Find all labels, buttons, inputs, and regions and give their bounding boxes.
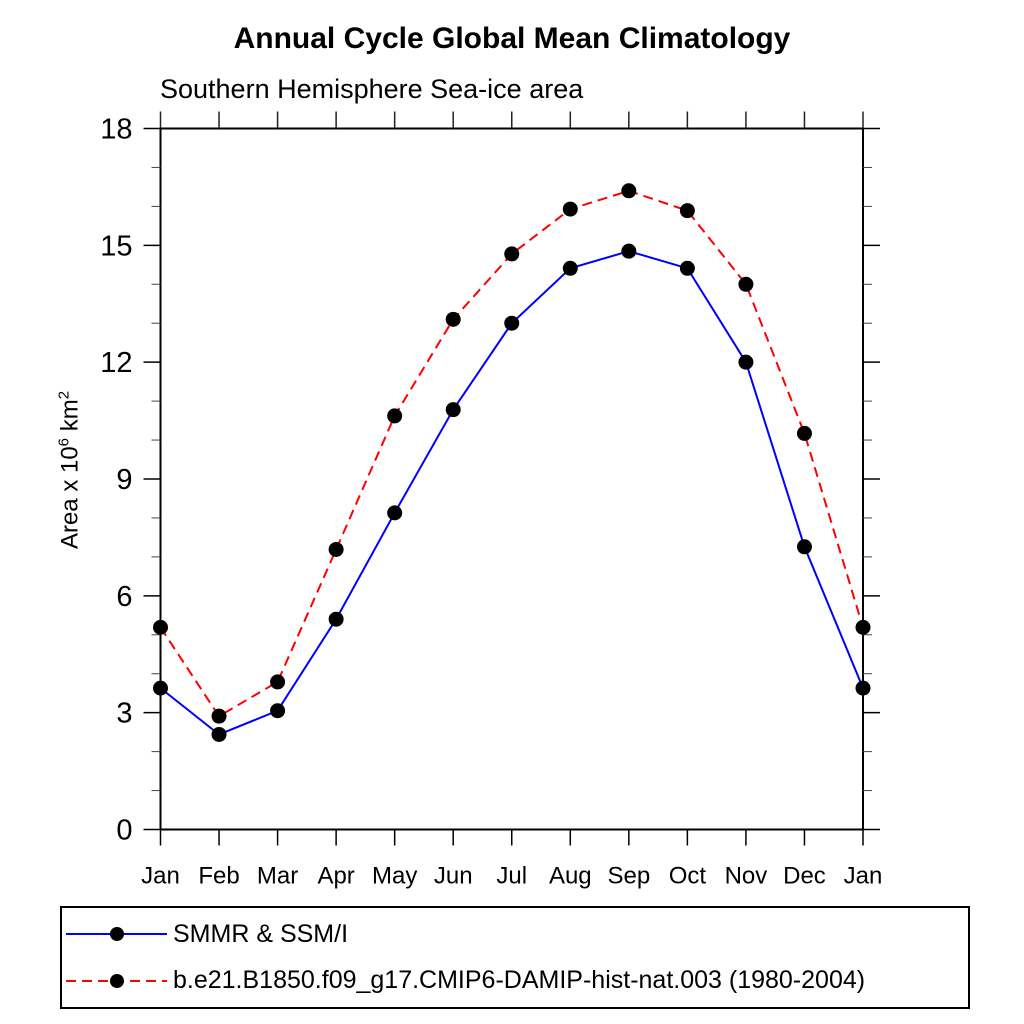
- x-tick-label: Sep: [607, 863, 650, 890]
- data-point-marker: [504, 315, 520, 331]
- data-point-marker: [387, 505, 403, 521]
- data-point-marker: [211, 726, 227, 742]
- legend-line-marker-solid: [66, 927, 167, 942]
- x-tick-label: Dec: [783, 863, 826, 890]
- legend-label: b.e21.B1850.f09_g17.CMIP6-DAMIP-hist-nat…: [173, 966, 866, 995]
- data-point-marker: [153, 619, 168, 635]
- data-point-marker: [738, 276, 754, 292]
- data-point-marker: [679, 203, 695, 219]
- data-point-marker: [562, 260, 578, 276]
- plot-frame: [159, 127, 864, 831]
- data-point-marker: [328, 541, 344, 557]
- x-tick-label: Feb: [198, 863, 239, 890]
- x-tick-label: Jan: [844, 863, 883, 890]
- chart-title: Annual Cycle Global Mean Climatology: [233, 22, 791, 55]
- data-point-marker: [504, 246, 520, 262]
- y-tick-label: 15: [100, 230, 132, 262]
- legend: SMMR & SSM/I b.e21.B1850.f09_g17.CMIP6-D…: [60, 906, 970, 1009]
- y-tick-label: 18: [100, 114, 132, 146]
- data-point-marker: [621, 183, 637, 199]
- x-tick-label: Mar: [257, 863, 298, 890]
- x-tick-label: Oct: [669, 863, 707, 890]
- y-tick-label: 3: [116, 698, 132, 730]
- y-tick-label: 9: [116, 464, 132, 496]
- data-point-marker: [679, 260, 695, 276]
- data-point-marker: [621, 243, 637, 259]
- x-tick-label: Jul: [496, 863, 527, 890]
- x-tick-label: Apr: [317, 863, 354, 890]
- data-point-marker: [153, 680, 168, 696]
- data-point-marker: [211, 708, 227, 724]
- y-tick-label: 0: [116, 815, 132, 847]
- data-point-marker: [855, 619, 871, 635]
- data-point-marker: [328, 611, 344, 627]
- data-point-marker: [796, 425, 812, 441]
- data-point-marker: [270, 674, 286, 690]
- x-tick-label: Jan: [141, 863, 180, 890]
- legend-line-marker-dashed: [66, 973, 167, 988]
- y-tick-label: 12: [100, 347, 132, 379]
- data-point-marker: [796, 539, 812, 555]
- legend-label: SMMR & SSM/I: [173, 919, 349, 948]
- legend-item-observations: SMMR & SSM/I: [64, 914, 968, 954]
- x-tick-label: Nov: [725, 863, 768, 890]
- data-point-marker: [445, 311, 461, 327]
- data-point-marker: [445, 402, 461, 418]
- data-point-marker: [738, 354, 754, 370]
- data-point-marker: [562, 201, 578, 217]
- legend-item-model: b.e21.B1850.f09_g17.CMIP6-DAMIP-hist-nat…: [64, 961, 968, 1001]
- data-point-marker: [270, 703, 286, 719]
- x-tick-label: May: [372, 863, 417, 890]
- x-tick-label: Aug: [549, 863, 592, 890]
- y-tick-label: 6: [116, 581, 132, 613]
- x-tick-label: Jun: [434, 863, 473, 890]
- data-point-marker: [855, 680, 871, 696]
- data-point-marker: [387, 408, 403, 424]
- chart-subtitle: Southern Hemisphere Sea-ice area: [160, 74, 584, 104]
- series-line-dashed: [159, 189, 864, 718]
